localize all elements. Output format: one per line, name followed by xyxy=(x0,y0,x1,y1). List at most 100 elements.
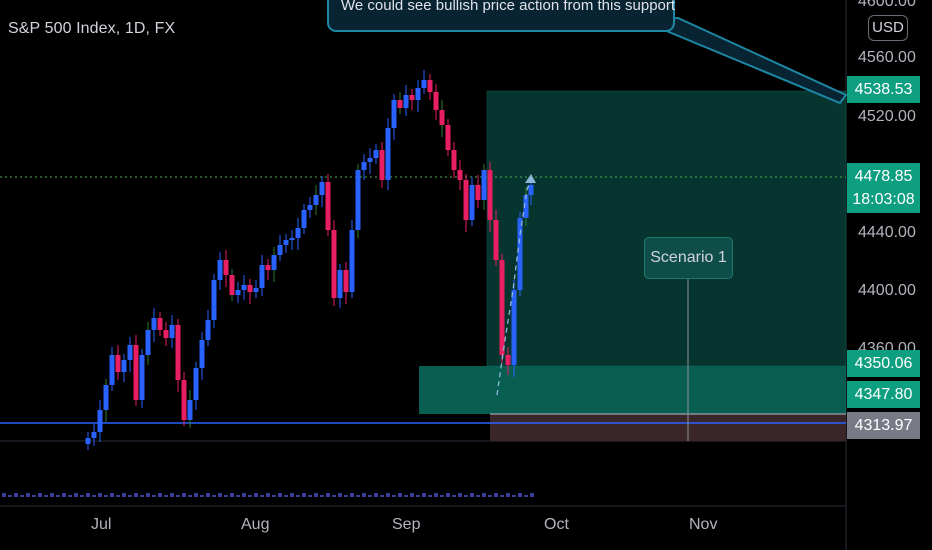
candle-body xyxy=(409,95,415,100)
volume-bar xyxy=(518,493,522,497)
candle-body xyxy=(271,255,277,270)
volume-series xyxy=(2,493,534,497)
time-label-sep: Sep xyxy=(392,516,421,533)
candle-body xyxy=(235,290,241,295)
candle-body xyxy=(487,170,493,220)
volume-bar xyxy=(452,495,456,497)
volume-bar xyxy=(176,495,180,497)
candle-body xyxy=(528,185,534,195)
candle-body xyxy=(433,92,439,110)
candle-body xyxy=(295,228,301,238)
volume-bar xyxy=(284,495,288,497)
time-label-nov: Nov xyxy=(689,516,718,533)
candle-body xyxy=(493,220,499,260)
volume-bar xyxy=(386,493,390,497)
volume-bar xyxy=(230,493,234,497)
candle-body xyxy=(109,355,115,385)
note-callout-text: We could see bullish price action from t… xyxy=(341,0,676,14)
candle-body xyxy=(325,182,331,230)
volume-bar xyxy=(152,495,156,497)
volume-bar xyxy=(134,493,138,497)
volume-bar xyxy=(254,493,258,497)
volume-bar xyxy=(488,495,492,497)
volume-bar xyxy=(14,493,18,497)
candle-body xyxy=(205,320,211,340)
entry-price-tag: 4350.06 xyxy=(847,350,920,377)
candle-body xyxy=(241,285,247,290)
candle-body xyxy=(133,345,139,400)
volume-bar xyxy=(458,493,462,497)
volume-bar xyxy=(200,495,204,497)
volume-bar xyxy=(338,493,342,497)
scenario-label[interactable]: Scenario 1 xyxy=(644,237,733,279)
volume-bar xyxy=(2,493,6,497)
volume-bar xyxy=(290,493,294,497)
volume-bar xyxy=(104,495,108,497)
volume-bar xyxy=(248,495,252,497)
volume-bar xyxy=(212,495,216,497)
note-callout[interactable]: We could see bullish price action from t… xyxy=(327,0,675,32)
target-price-tag: 4538.53 xyxy=(847,76,920,103)
volume-bar xyxy=(344,495,348,497)
volume-bar xyxy=(278,493,282,497)
volume-bar xyxy=(236,495,240,497)
volume-bar xyxy=(158,493,162,497)
volume-bar xyxy=(224,495,228,497)
candle-body xyxy=(187,400,193,420)
candle-body xyxy=(475,185,481,200)
volume-bar xyxy=(80,495,84,497)
candle-body xyxy=(103,385,109,410)
candle-body xyxy=(253,288,259,292)
candle-body xyxy=(391,100,397,128)
candle-body xyxy=(367,158,373,162)
currency-button[interactable]: USD xyxy=(868,15,908,41)
entry-zone xyxy=(419,366,846,414)
volume-bar xyxy=(326,493,330,497)
price-label-4600: 4600.00 xyxy=(858,0,916,10)
volume-bar xyxy=(524,495,528,497)
price-label-4560: 4560.00 xyxy=(858,49,916,66)
candle-body xyxy=(97,410,103,432)
candle-body xyxy=(337,270,343,298)
symbol-title: S&P 500 Index, 1D, FX xyxy=(8,20,176,37)
candle-body xyxy=(505,355,511,365)
last-price-value: 4478.85 xyxy=(854,168,913,185)
volume-bar xyxy=(86,493,90,497)
candle-body xyxy=(247,285,253,292)
candle-body xyxy=(121,360,127,372)
time-label-aug: Aug xyxy=(241,516,270,533)
volume-bar xyxy=(98,493,102,497)
volume-bar xyxy=(356,495,360,497)
candle-body xyxy=(451,150,457,170)
candle-body xyxy=(421,80,427,88)
volume-bar xyxy=(464,495,468,497)
volume-bar xyxy=(500,495,504,497)
candle-body xyxy=(127,345,133,360)
volume-bar xyxy=(470,493,474,497)
volume-bar xyxy=(218,493,222,497)
candle-body xyxy=(463,180,469,220)
candle-body xyxy=(301,210,307,228)
candle-body xyxy=(517,218,523,290)
candlestick-series xyxy=(85,70,534,450)
price-label-4400: 4400.00 xyxy=(858,282,916,299)
volume-bar xyxy=(38,493,42,497)
price-label-4440: 4440.00 xyxy=(858,224,916,241)
candle-body xyxy=(277,245,283,255)
candle-body xyxy=(157,318,163,330)
volume-bar xyxy=(350,493,354,497)
volume-bar xyxy=(62,493,66,497)
volume-bar xyxy=(416,495,420,497)
candle-body xyxy=(523,195,529,218)
volume-bar xyxy=(362,493,366,497)
volume-bar xyxy=(410,493,414,497)
volume-bar xyxy=(20,495,24,497)
candle-body xyxy=(373,150,379,158)
candle-body xyxy=(331,230,337,298)
bar-countdown: 18:03:08 xyxy=(852,191,915,208)
candle-body xyxy=(199,340,205,368)
candle-body xyxy=(343,270,349,292)
volume-bar xyxy=(428,495,432,497)
volume-bar xyxy=(422,493,426,497)
